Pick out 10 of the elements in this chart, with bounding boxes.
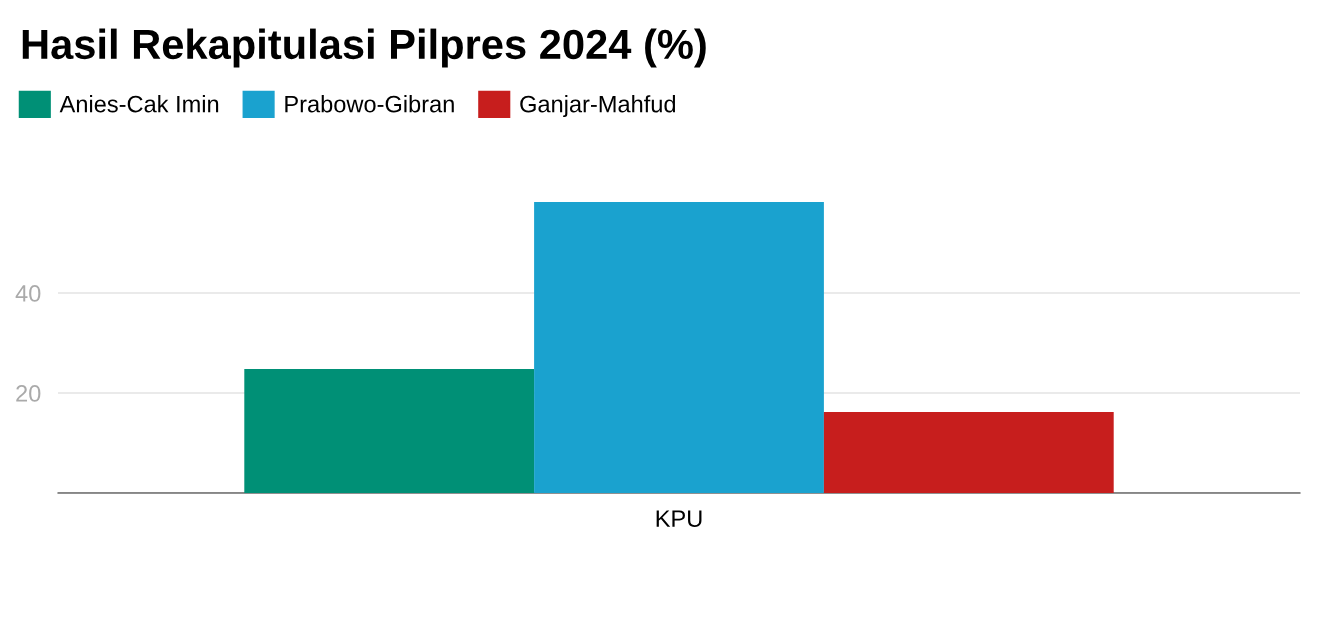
chart-title: Hasil Rekapitulasi Pilpres 2024 (%): [22, 28, 706, 68]
legend-label: Anies-Cak Imin: [59, 95, 219, 113]
legend-label: Ganjar-Mahfud: [520, 95, 676, 118]
x-tick-label: KPU: [656, 510, 702, 528]
bar: [534, 202, 824, 493]
legend-label: Prabowo-Gibran: [285, 95, 454, 113]
y-tick-label: 40: [15, 285, 41, 302]
y-tick-label: 20: [16, 385, 41, 402]
bar: [244, 369, 535, 493]
bar: [823, 412, 1114, 493]
